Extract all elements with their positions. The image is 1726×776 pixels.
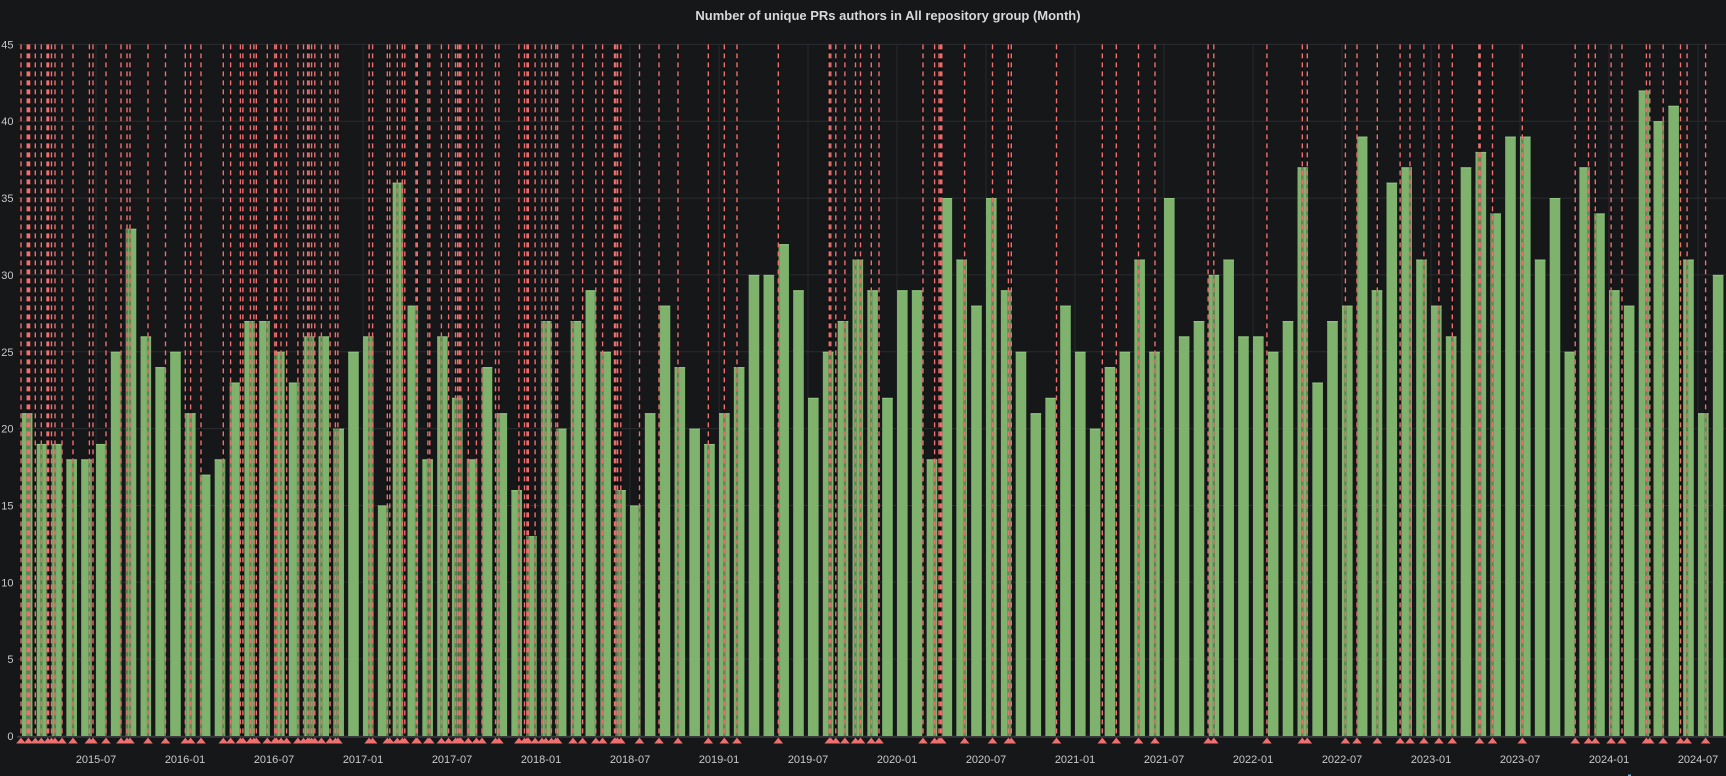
svg-text:2017-01: 2017-01: [343, 754, 383, 766]
svg-text:2020-01: 2020-01: [877, 754, 917, 766]
svg-text:2016-01: 2016-01: [165, 754, 205, 766]
svg-text:2017-07: 2017-07: [432, 754, 472, 766]
svg-text:2018-01: 2018-01: [521, 754, 561, 766]
svg-text:2021-01: 2021-01: [1055, 754, 1095, 766]
svg-text:2015-07: 2015-07: [76, 754, 116, 766]
svg-text:15: 15: [1, 501, 13, 513]
svg-text:2021-07: 2021-07: [1144, 754, 1184, 766]
svg-text:25: 25: [1, 347, 13, 359]
svg-text:10: 10: [1, 577, 13, 589]
svg-text:2024-01: 2024-01: [1589, 754, 1629, 766]
svg-text:2023-01: 2023-01: [1411, 754, 1451, 766]
svg-text:2022-01: 2022-01: [1233, 754, 1273, 766]
svg-text:2019-07: 2019-07: [788, 754, 828, 766]
svg-text:5: 5: [7, 654, 13, 666]
svg-text:2023-07: 2023-07: [1500, 754, 1540, 766]
svg-text:2022-07: 2022-07: [1322, 754, 1362, 766]
svg-text:45: 45: [1, 39, 13, 51]
svg-text:Number of unique PRs authors i: Number of unique PRs authors in All repo…: [695, 8, 1080, 23]
svg-text:40: 40: [1, 116, 13, 128]
svg-text:2018-07: 2018-07: [610, 754, 650, 766]
svg-text:0: 0: [7, 731, 13, 743]
svg-text:20: 20: [1, 424, 13, 436]
svg-text:2020-07: 2020-07: [966, 754, 1006, 766]
svg-text:2019-01: 2019-01: [699, 754, 739, 766]
svg-text:2016-07: 2016-07: [254, 754, 294, 766]
svg-text:35: 35: [1, 193, 13, 205]
svg-text:2024-07: 2024-07: [1678, 754, 1718, 766]
svg-text:30: 30: [1, 270, 13, 282]
